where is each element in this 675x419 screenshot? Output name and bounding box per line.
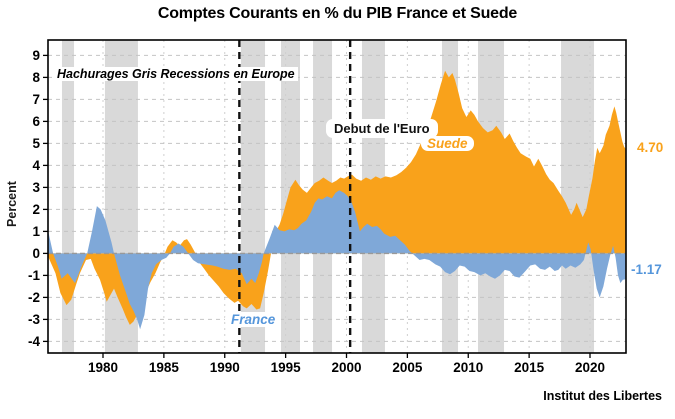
france-series-label: France (225, 312, 282, 327)
plot-frame (47, 39, 627, 354)
suede-series-label: Suede (421, 136, 474, 151)
recession-band (61, 40, 75, 353)
y-tick-label: 3 (32, 180, 40, 195)
y-tick-label: 7 (32, 92, 40, 107)
x-tick-label: 2015 (514, 360, 545, 375)
source-credit: Institut des Libertes (543, 389, 662, 403)
y-tick-label: -4 (28, 334, 40, 349)
y-tick-label: 2 (32, 202, 40, 217)
y-axis-label: Percent (5, 181, 19, 227)
y-tick-label: -2 (28, 290, 40, 305)
y-tick-label: 4 (32, 158, 40, 173)
y-tick-label: -3 (28, 312, 40, 327)
x-tick-label: 1985 (149, 360, 180, 375)
recession-band (561, 40, 595, 353)
y-tick-label: -1 (28, 268, 40, 283)
x-tick-label: 2010 (453, 360, 483, 375)
recessions-annotation: Hachurages Gris Recessions en Europe (54, 67, 298, 81)
x-tick-label: 1980 (88, 360, 118, 375)
suede-end-value: 4.70 (637, 140, 664, 155)
euro-start-annotation: Debut de l'Euro (326, 119, 438, 138)
x-tick-label: 2020 (575, 360, 605, 375)
x-tick-label: 2000 (331, 360, 361, 375)
x-tick-label: 1990 (210, 360, 240, 375)
france-end-value: -1.17 (631, 262, 662, 277)
y-tick-label: 6 (32, 114, 40, 129)
x-tick-label: 2005 (392, 360, 423, 375)
x-tick-label: 1995 (271, 360, 302, 375)
y-tick-label: 9 (32, 48, 40, 63)
y-tick-label: 5 (32, 136, 40, 151)
chart-title: Comptes Courants en % du PIB France et S… (157, 5, 518, 22)
y-tick-label: 0 (32, 246, 40, 261)
y-tick-label: 8 (32, 70, 40, 85)
france-area (48, 190, 626, 330)
y-tick-label: 1 (32, 224, 40, 239)
